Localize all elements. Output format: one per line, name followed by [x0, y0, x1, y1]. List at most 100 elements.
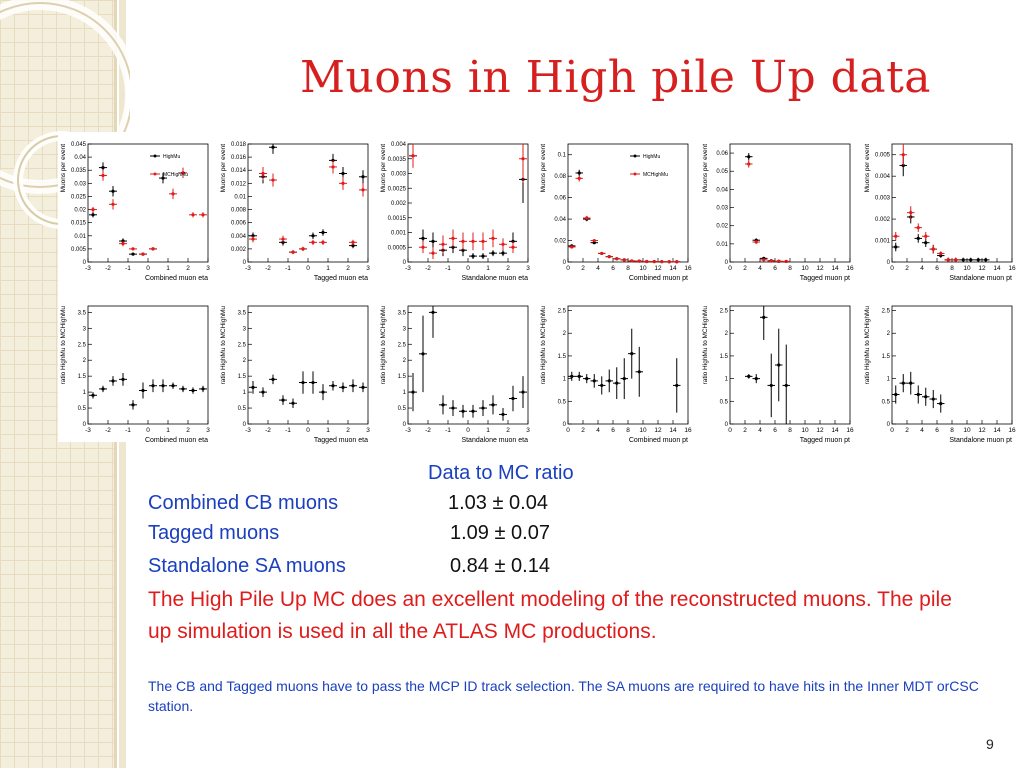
- x-tick-label: -2: [425, 265, 431, 272]
- x-tick-label: 16: [846, 427, 854, 434]
- x-tick-label: 0: [890, 265, 894, 272]
- data-point: [349, 379, 357, 393]
- plot-frame: [891, 143, 1013, 263]
- y-tick-label: 0.01: [234, 194, 246, 200]
- x-tick-label: 8: [788, 427, 792, 434]
- y-tick-label: 0.005: [875, 153, 891, 159]
- data-point: [289, 250, 297, 255]
- y-tick-label: 0.045: [71, 142, 87, 148]
- y-tick-label: 1: [83, 390, 87, 396]
- x-tick-label: 1: [326, 427, 330, 434]
- data-point: [169, 382, 177, 389]
- data-point: [583, 215, 591, 221]
- data-point: [139, 382, 147, 399]
- y-tick-label: 1.5: [398, 374, 407, 380]
- data-point: [259, 166, 267, 181]
- data-point: [249, 235, 257, 243]
- data-point: [109, 376, 117, 386]
- data-point: [89, 392, 97, 399]
- x-tick-label: 2: [346, 265, 350, 272]
- plot-frame: [247, 143, 369, 263]
- y-axis-label: Muons per event: [540, 144, 547, 193]
- x-tick-label: 0: [728, 265, 732, 272]
- y-tick-label: 2.5: [558, 309, 567, 315]
- svg-text:HighMu: HighMu: [643, 154, 660, 160]
- y-tick-label: 0.5: [720, 399, 729, 405]
- x-tick-label: 12: [978, 265, 986, 272]
- data-point: [899, 374, 907, 393]
- y-tick-label: 0.008: [231, 208, 247, 214]
- x-tick-label: 2: [506, 427, 510, 434]
- svg-text:MCHighMu: MCHighMu: [643, 172, 668, 178]
- x-tick-label: 14: [831, 427, 839, 434]
- ratio-label: Standalone SA muons: [148, 555, 346, 577]
- x-tick-label: 0: [306, 265, 310, 272]
- data-point: [439, 235, 447, 254]
- x-tick-label: 10: [639, 427, 647, 434]
- data-point: [309, 371, 317, 394]
- y-tick-label: 1.5: [882, 354, 891, 360]
- x-axis-label: Tagged muon eta: [314, 437, 368, 444]
- y-tick-label: 2.5: [78, 342, 87, 348]
- chart-2: -3 -2 -1 0 1 2 3 0 0.002 0.004 0.006 0.008 0.01 0.012…: [220, 142, 370, 282]
- x-tick-label: -2: [105, 265, 111, 272]
- data-point: [745, 374, 753, 379]
- y-tick-label: 0.025: [71, 194, 87, 200]
- data-point: [598, 251, 606, 256]
- data-point: [99, 170, 107, 181]
- y-tick-label: 0.02: [716, 224, 728, 230]
- data-point: [349, 239, 357, 245]
- selection-note: The CB and Tagged muons have to pass the…: [148, 678, 979, 714]
- data-point: [590, 374, 598, 388]
- x-tick-label: -1: [445, 427, 451, 434]
- y-tick-label: 0: [83, 260, 87, 266]
- data-point: [319, 239, 327, 245]
- y-tick-label: 0.1: [558, 153, 567, 159]
- x-tick-label: 16: [684, 427, 692, 434]
- chart-4: 0 2 4 6 8 10 12 14 16 0 0.02 0.04 0.06 0.08 0.1 Combine…: [540, 143, 692, 282]
- y-tick-label: 3.5: [78, 310, 87, 316]
- data-point: [922, 231, 930, 241]
- data-point: [613, 367, 621, 400]
- y-tick-label: 0: [243, 260, 247, 266]
- data-point: [745, 153, 753, 161]
- y-tick-label: 1.5: [238, 374, 247, 380]
- y-axis-label: ratio HighMu to MCHighMu: [60, 306, 67, 385]
- x-axis-label: Tagged muon eta: [314, 275, 368, 282]
- x-axis-label: Standalone muon eta: [461, 437, 528, 444]
- data-point: [489, 250, 497, 257]
- x-tick-label: -2: [105, 427, 111, 434]
- data-point: [767, 353, 775, 418]
- x-tick-label: 2: [186, 427, 190, 434]
- x-tick-label: 0: [306, 427, 310, 434]
- x-tick-label: 12: [816, 265, 824, 272]
- y-tick-label: 0.5: [398, 406, 407, 412]
- chart-10: 0 2 4 6 8 10 12 14 16 0 0.5 1 1.5 2 2.5 Combined muon p…: [540, 305, 692, 444]
- x-tick-label: 1: [166, 427, 170, 434]
- ratio-label: Combined CB muons: [148, 492, 339, 514]
- x-tick-label: 16: [1008, 427, 1016, 434]
- y-tick-label: 0.014: [231, 168, 247, 174]
- x-tick-label: 8: [626, 427, 630, 434]
- y-tick-label: 3.5: [238, 310, 247, 316]
- y-tick-label: 3: [243, 326, 247, 332]
- y-tick-label: 0.0005: [388, 245, 407, 251]
- conclusion-text: The High Pile Up MC does an excellent mo…: [148, 588, 952, 643]
- data-point: [479, 400, 487, 417]
- data-point: [929, 389, 937, 409]
- plot-frame: [407, 305, 529, 425]
- x-tick-label: 6: [773, 427, 777, 434]
- y-tick-label: 0: [563, 422, 567, 428]
- y-tick-label: 0.06: [554, 196, 566, 202]
- x-tick-label: 3: [526, 427, 530, 434]
- data-point: [279, 395, 287, 405]
- data-point: [259, 387, 267, 397]
- y-tick-label: 2: [83, 358, 87, 364]
- data-point: [189, 387, 197, 394]
- data-point: [429, 306, 437, 338]
- data-point: [583, 374, 591, 384]
- x-tick-label: 2: [905, 265, 909, 272]
- data-point: [982, 257, 990, 262]
- x-tick-label: -1: [445, 265, 451, 272]
- data-point: [613, 257, 621, 261]
